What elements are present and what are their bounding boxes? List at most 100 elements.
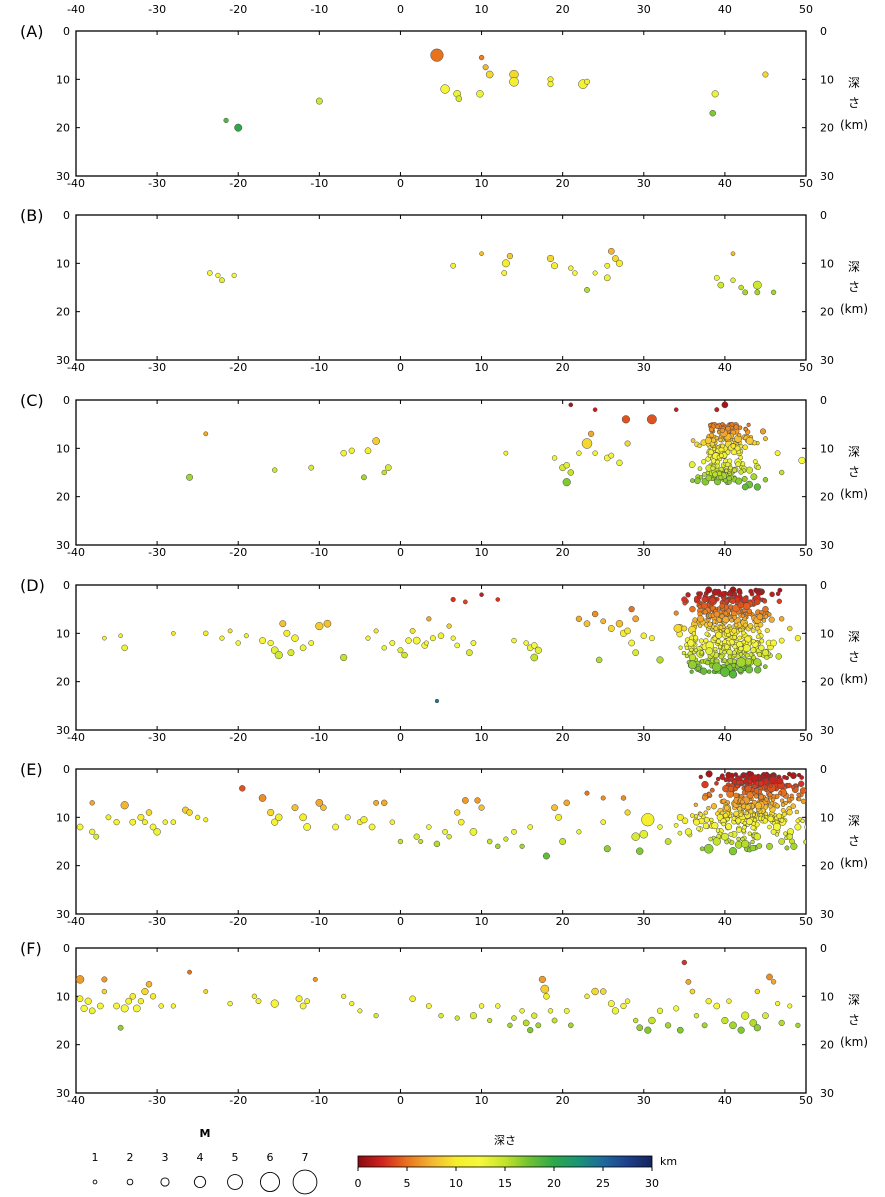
data-point [251, 993, 258, 1000]
data-point [600, 819, 607, 825]
cluster-point [762, 818, 769, 824]
data-point [705, 586, 713, 594]
data-point [158, 1003, 164, 1009]
data-point [227, 1000, 233, 1007]
magnitude-legend-circle [92, 1179, 98, 1185]
cluster-point [673, 624, 683, 633]
y-tick-label-left: 10 [56, 257, 70, 270]
colorbar-tick-label: 10 [449, 1177, 463, 1190]
right-axis-label: (km) [840, 118, 868, 132]
cluster-point [706, 792, 712, 797]
cluster-point [786, 809, 793, 816]
data-point [186, 809, 193, 816]
x-tick-label: 20 [556, 731, 570, 744]
data-point [568, 265, 574, 271]
cluster-point [750, 825, 756, 831]
data-point [117, 1024, 124, 1031]
cluster-point [722, 649, 727, 655]
data-point [753, 832, 762, 841]
y-tick-label-right: 30 [820, 170, 834, 183]
cluster-point [721, 821, 726, 827]
cluster-point [733, 810, 740, 817]
data-point [616, 459, 623, 467]
data-point [274, 650, 283, 660]
data-point [303, 823, 311, 831]
data-point [380, 799, 388, 807]
data-point [786, 833, 793, 840]
data-point [381, 645, 387, 651]
cluster-point [731, 816, 737, 821]
cluster-point [762, 664, 768, 669]
panel-frame [75, 768, 807, 915]
data-point [360, 816, 368, 824]
cluster-point [727, 654, 732, 659]
data-point [787, 1003, 793, 1009]
cluster-point [722, 616, 730, 624]
data-point [542, 852, 550, 860]
data-point [753, 483, 761, 491]
data-point [639, 830, 649, 839]
cluster-point [697, 443, 702, 448]
data-point [729, 586, 737, 594]
data-point [527, 1027, 534, 1034]
cluster-point [804, 824, 806, 831]
data-point [681, 959, 688, 966]
data-point [681, 625, 688, 632]
cluster-point [711, 822, 719, 830]
colorbar-tick-label: 20 [547, 1177, 561, 1190]
cluster-point [814, 784, 821, 791]
cluster-point [684, 653, 690, 659]
data-point [409, 628, 416, 634]
data-point [308, 464, 315, 471]
cluster-point [712, 636, 718, 642]
cluster-point [725, 823, 733, 830]
y-tick-label-left: 0 [63, 763, 70, 776]
cluster-point [732, 650, 737, 655]
cluster-point [783, 831, 788, 836]
data-point [778, 1019, 785, 1027]
cluster-point [678, 645, 683, 650]
data-point [774, 450, 781, 457]
data-point [741, 839, 750, 849]
cluster-point [746, 608, 753, 614]
x-tick-label: -30 [148, 1094, 166, 1107]
data-point [595, 656, 603, 664]
cluster-point [693, 802, 698, 807]
right-axis-label: 深 [848, 260, 860, 274]
cluster-point [706, 669, 712, 674]
cluster-point [723, 610, 729, 616]
data-point [425, 1003, 432, 1009]
data-point [203, 989, 209, 994]
data-point [381, 469, 387, 476]
data-point [592, 407, 598, 412]
y-tick-label-left: 20 [56, 122, 70, 135]
cluster-point [725, 425, 731, 432]
cluster-point [699, 650, 704, 655]
cluster-point [761, 618, 767, 623]
cluster-point [742, 602, 751, 610]
data-point [101, 988, 108, 995]
cluster-point [750, 628, 756, 634]
data-point [673, 1005, 680, 1012]
data-point [664, 838, 672, 845]
data-point [170, 1003, 176, 1009]
data-point [587, 430, 595, 437]
data-point [426, 616, 432, 622]
colorbar-tick-label: 5 [404, 1177, 411, 1190]
data-point [315, 97, 323, 105]
cluster-point [775, 591, 781, 596]
data-point [478, 1003, 485, 1009]
cluster-point [719, 453, 724, 458]
data-point [137, 813, 145, 821]
x-tick-label: 40 [718, 731, 732, 744]
data-point [530, 653, 539, 662]
cluster-point [723, 812, 729, 819]
cluster-point [758, 794, 764, 800]
depth-colorbar [357, 1155, 653, 1168]
x-tick-label: 0 [397, 731, 404, 744]
data-point [540, 984, 550, 994]
cluster-point [756, 613, 764, 621]
x-tick-label: 10 [475, 361, 489, 374]
data-point [389, 819, 396, 825]
panel-label: (F) [20, 939, 42, 958]
